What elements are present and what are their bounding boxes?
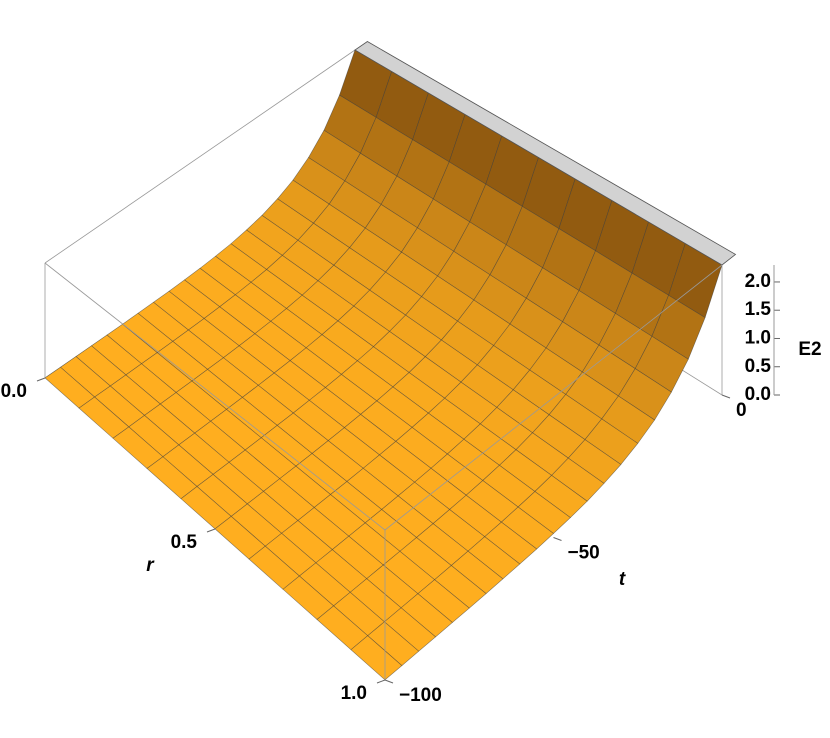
r-tick-label: 1.0 — [341, 683, 367, 704]
t-axis-label: t — [619, 569, 626, 590]
surface — [44, 41, 737, 681]
e2-tick-label: 1.0 — [745, 327, 771, 348]
box-edge — [44, 49, 356, 264]
r-tick-label: 0.0 — [1, 381, 27, 402]
r-tick-label: 0.5 — [171, 532, 198, 553]
clip-cap — [354, 41, 737, 266]
r-tick — [36, 377, 46, 382]
r-tick — [376, 679, 386, 684]
box-edge — [44, 262, 386, 531]
t-tick-label: 0 — [736, 400, 747, 421]
t-tick — [721, 394, 731, 399]
t-tick-label: −100 — [399, 685, 442, 706]
t-tick — [553, 537, 562, 541]
box-edge — [384, 264, 723, 531]
e2-tick-label: 2.0 — [745, 271, 771, 292]
t-tick — [384, 679, 394, 684]
r-tick — [206, 528, 216, 533]
surface-patch — [350, 635, 403, 681]
t-tick-label: −50 — [568, 543, 600, 564]
e2-tick-label: 1.5 — [745, 299, 772, 320]
r-axis-label: r — [146, 555, 155, 576]
e2-axis-label: E2 — [798, 339, 821, 360]
e2-tick-label: 0.0 — [745, 384, 771, 405]
e2-tick-label: 0.5 — [745, 356, 772, 377]
